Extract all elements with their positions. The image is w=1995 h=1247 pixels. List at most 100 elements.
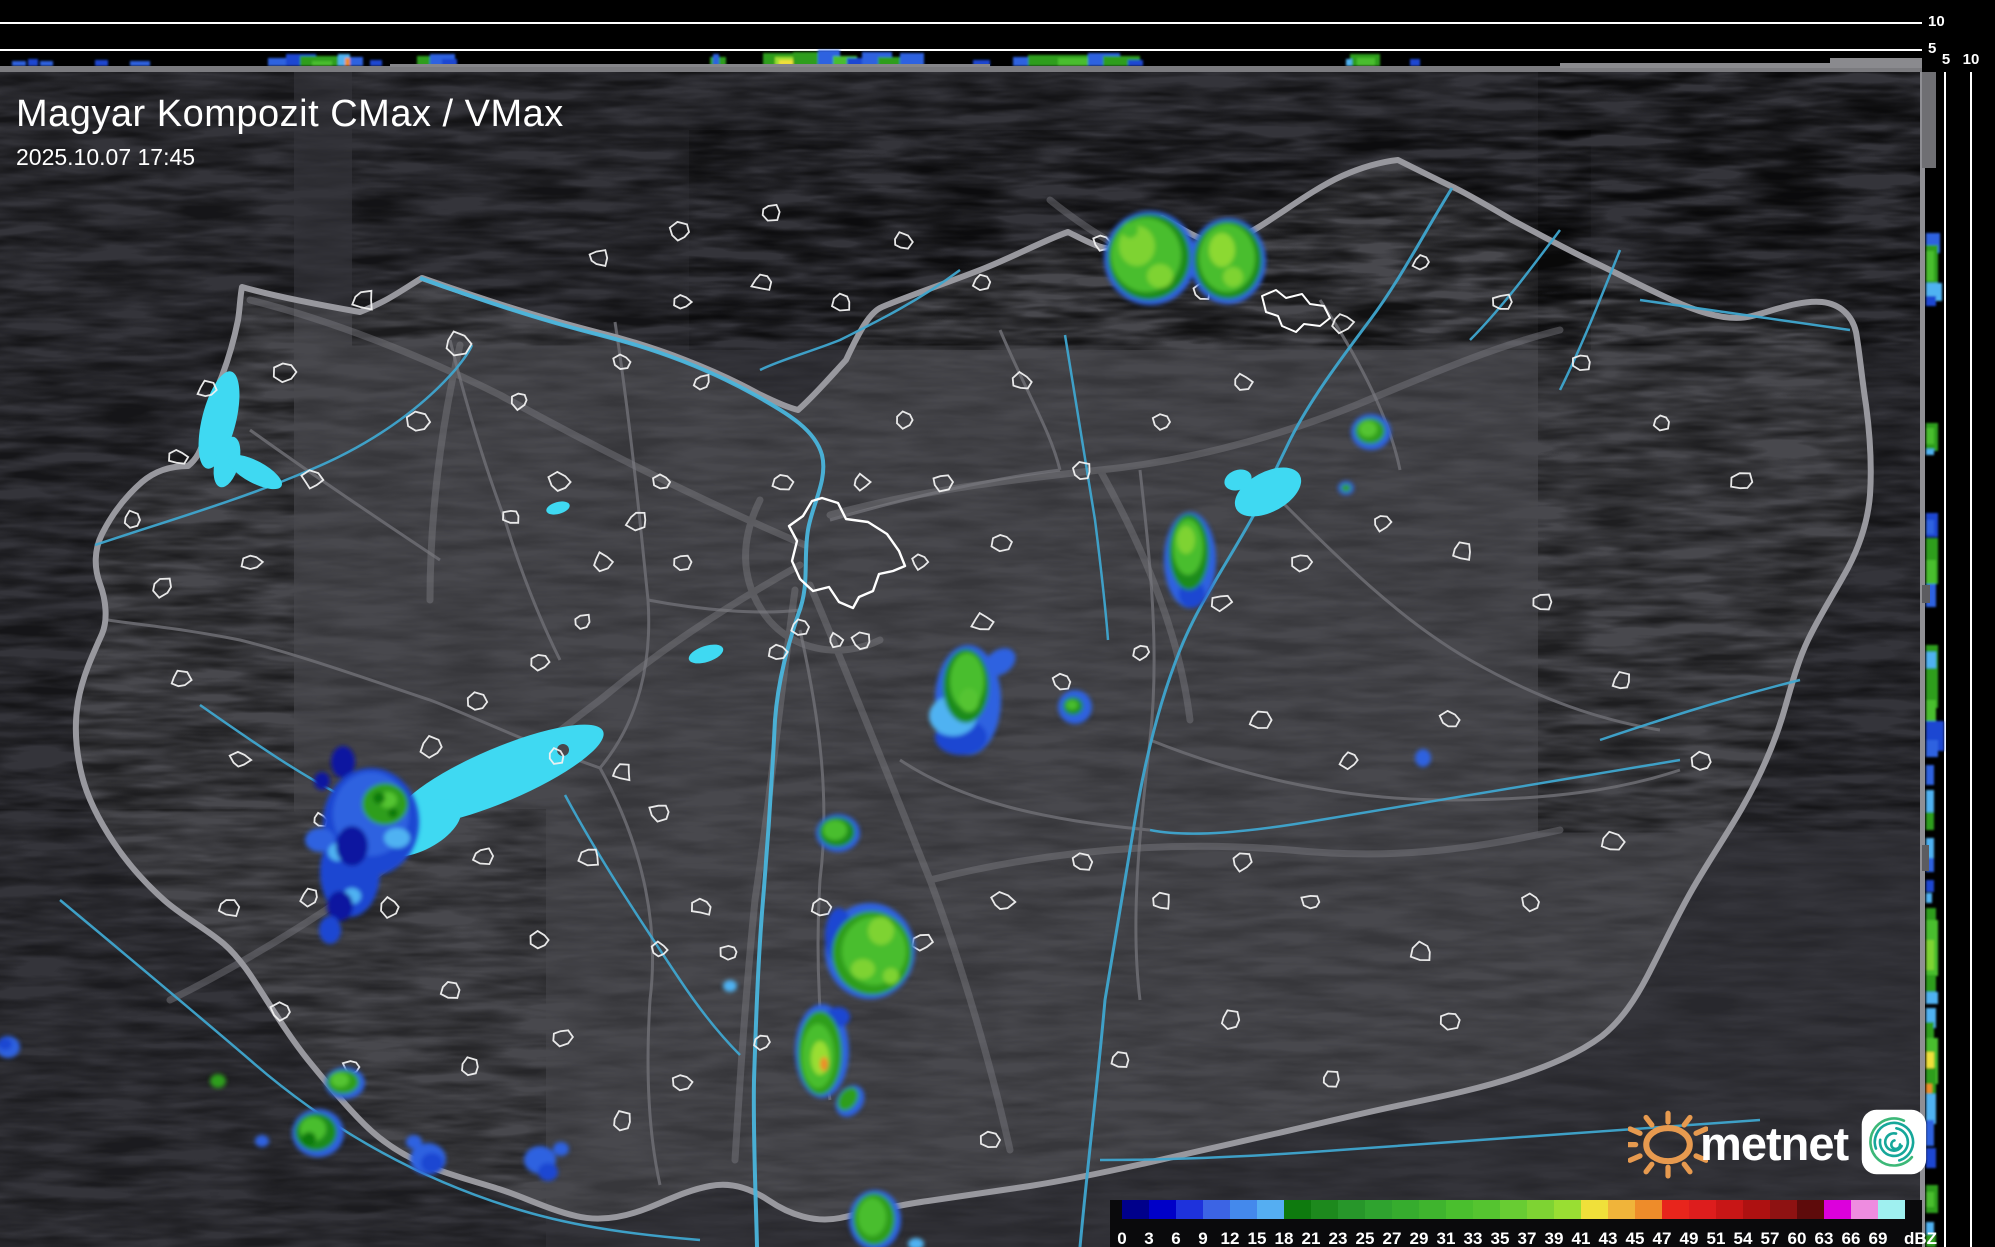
legend-tick: 21 <box>1301 1229 1321 1247</box>
settlement-outline <box>574 613 591 630</box>
settlement-outline <box>971 273 992 292</box>
radar-echo <box>336 826 368 866</box>
settlement-outline <box>650 940 669 958</box>
legend-segment <box>1230 1200 1257 1219</box>
legend-tick: 12 <box>1220 1229 1240 1247</box>
radar-echoes-map <box>0 211 1431 1247</box>
radar-echo <box>327 891 353 921</box>
settlement-outline <box>1730 472 1754 490</box>
legend-tick: 31 <box>1436 1229 1456 1247</box>
radar-echo <box>210 1074 226 1088</box>
legend-tick: 47 <box>1652 1229 1672 1247</box>
settlement-outline <box>1322 1070 1340 1088</box>
country-border <box>72 157 1874 1223</box>
settlement-outline <box>692 373 710 391</box>
settlement-outline <box>439 981 461 999</box>
radar-echo <box>1223 267 1243 287</box>
legend-tick: 9 <box>1198 1229 1208 1247</box>
profile-echo <box>1926 700 1936 728</box>
settlement-outline <box>1532 593 1553 611</box>
settlement-outline <box>351 289 373 311</box>
settlement-outline <box>228 750 253 768</box>
settlement-outline <box>419 734 443 759</box>
radar-echo <box>837 1087 859 1111</box>
profile-echo <box>779 60 793 66</box>
legend-segment <box>1689 1200 1716 1219</box>
profile-echo <box>1926 449 1934 455</box>
radar-echoes-top-profile <box>12 50 1420 66</box>
sun-ray <box>1681 1114 1693 1128</box>
profile-echo <box>1926 1222 1934 1234</box>
settlement-outline <box>217 899 241 918</box>
settlement-outline <box>272 362 298 384</box>
profile-echo <box>312 61 332 66</box>
profile-echo <box>1128 60 1143 66</box>
legend-tick: 37 <box>1517 1229 1537 1247</box>
settlement-outline <box>894 231 914 250</box>
legend-segment <box>1176 1200 1203 1219</box>
radar-echo <box>908 1238 924 1247</box>
profile-echo <box>1926 251 1934 281</box>
settlement-outline <box>1338 751 1359 771</box>
profile-echo <box>1926 812 1934 830</box>
radar-echo <box>1341 484 1351 492</box>
radar-echo <box>858 1198 886 1236</box>
radar-echo <box>388 808 398 818</box>
right-profile-panel <box>1920 0 1995 1247</box>
settlement-outline <box>461 1056 479 1077</box>
settlement-outline <box>624 511 647 532</box>
settlement-outline <box>671 1074 694 1092</box>
top-profile-panel <box>0 0 1995 72</box>
settlement-outline <box>530 653 551 672</box>
settlement-outline <box>613 1110 631 1132</box>
settlement-outline <box>1300 894 1321 910</box>
legend-tick: 63 <box>1814 1229 1834 1247</box>
settlement-outline <box>648 804 670 823</box>
settlement-outline <box>1151 413 1172 431</box>
legend-segment <box>1284 1200 1311 1219</box>
radar-echo <box>868 917 894 945</box>
settlement-outline <box>1152 891 1170 910</box>
radar-echo <box>1066 700 1078 710</box>
profile-echo <box>28 59 38 66</box>
legend-segment <box>1338 1200 1365 1219</box>
settlement-outline <box>1132 644 1151 662</box>
profile-echo <box>1410 59 1420 66</box>
profile-echo <box>1346 59 1352 66</box>
profile-echo <box>12 61 26 66</box>
settlement-outline <box>548 746 565 765</box>
legend-segment <box>1122 1200 1149 1219</box>
settlement-outline <box>552 1029 575 1048</box>
legend-segment <box>1635 1200 1662 1219</box>
settlement-outline <box>1491 293 1513 310</box>
settlement-outline <box>749 273 773 291</box>
sun-ray <box>1681 1161 1693 1175</box>
settlement-outline <box>168 448 190 465</box>
settlement-outline <box>1652 414 1670 432</box>
radar-echo <box>723 980 737 992</box>
settlement-outline <box>300 469 325 490</box>
city-outlines <box>123 203 1754 1149</box>
roads <box>166 196 1564 1164</box>
settlement-outline <box>123 509 141 529</box>
legend-tick: 51 <box>1706 1229 1726 1247</box>
budapest-outline <box>787 496 907 610</box>
profile-echo <box>1013 57 1038 66</box>
profile-echo <box>40 61 53 66</box>
settlement-outline <box>673 293 694 310</box>
settlement-outline <box>593 551 615 573</box>
radar-echo <box>406 1135 422 1149</box>
settlement-outline <box>771 474 795 491</box>
top-axis-tick-5: 5 <box>1928 40 1937 57</box>
settlement-outline <box>761 203 781 222</box>
legend-segment <box>1473 1200 1500 1219</box>
top-terrain-bar <box>0 58 1922 72</box>
radar-echo <box>959 688 979 712</box>
settlement-outline <box>970 611 995 631</box>
settlement-outline <box>1248 710 1273 729</box>
profile-echo <box>1926 428 1934 444</box>
legend-tick: 18 <box>1274 1229 1294 1247</box>
radar-echo <box>1359 421 1377 437</box>
profile-echo <box>1926 992 1938 1004</box>
legend-segment <box>1878 1200 1905 1219</box>
